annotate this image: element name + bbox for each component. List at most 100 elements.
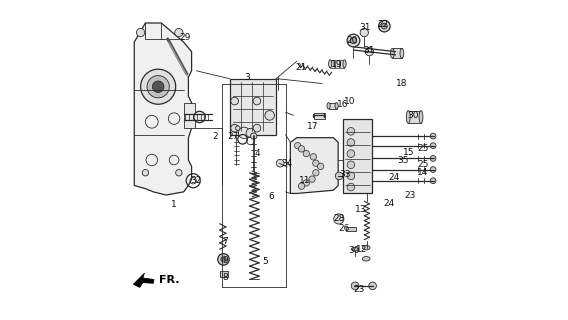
Text: 3: 3: [244, 73, 250, 82]
Circle shape: [265, 111, 274, 120]
Text: 30: 30: [348, 246, 360, 255]
Circle shape: [347, 172, 355, 180]
Bar: [330, 60, 334, 68]
Circle shape: [147, 76, 169, 98]
Ellipse shape: [343, 60, 346, 68]
Text: 31: 31: [364, 45, 375, 55]
Circle shape: [430, 133, 436, 139]
Ellipse shape: [406, 111, 410, 123]
Polygon shape: [134, 23, 191, 195]
Text: 34: 34: [282, 159, 293, 168]
Circle shape: [347, 139, 355, 146]
Text: 29: 29: [179, 33, 191, 42]
Circle shape: [236, 126, 240, 130]
Text: 19: 19: [331, 60, 343, 69]
Polygon shape: [290, 138, 338, 194]
Text: 2: 2: [212, 132, 218, 140]
Text: 30: 30: [407, 111, 419, 120]
Polygon shape: [133, 273, 154, 287]
Circle shape: [310, 154, 316, 160]
Text: 32: 32: [191, 176, 202, 185]
Circle shape: [318, 163, 324, 170]
Text: 25: 25: [417, 160, 428, 169]
Ellipse shape: [352, 247, 358, 251]
Circle shape: [347, 34, 360, 47]
Bar: [335, 60, 339, 68]
Bar: [230, 79, 276, 134]
Circle shape: [382, 23, 387, 29]
Bar: [408, 111, 421, 123]
Text: 1: 1: [171, 200, 177, 209]
Circle shape: [250, 133, 257, 139]
Bar: [392, 49, 402, 58]
Bar: [329, 103, 337, 109]
Circle shape: [303, 150, 310, 157]
Text: 23: 23: [353, 284, 365, 293]
Circle shape: [347, 127, 355, 135]
Text: 22: 22: [377, 20, 389, 29]
Circle shape: [231, 124, 239, 132]
Circle shape: [430, 143, 436, 148]
Text: 10: 10: [344, 97, 355, 106]
Circle shape: [152, 81, 164, 92]
Text: 9: 9: [222, 256, 228, 265]
Text: 18: 18: [396, 79, 408, 88]
Circle shape: [379, 20, 390, 32]
Circle shape: [309, 176, 315, 182]
Ellipse shape: [335, 103, 338, 109]
Circle shape: [142, 170, 149, 176]
Text: 15: 15: [403, 148, 414, 156]
Circle shape: [334, 214, 344, 224]
Circle shape: [369, 282, 377, 290]
Circle shape: [312, 170, 319, 176]
Circle shape: [298, 183, 304, 189]
Text: 4: 4: [254, 149, 260, 158]
Circle shape: [221, 257, 226, 262]
Text: 21: 21: [296, 63, 307, 72]
Circle shape: [430, 178, 436, 184]
Ellipse shape: [400, 49, 404, 58]
Text: FR.: FR.: [159, 275, 179, 285]
Circle shape: [253, 97, 261, 105]
Circle shape: [253, 124, 261, 132]
Text: 23: 23: [404, 190, 416, 200]
Text: 28: 28: [333, 214, 344, 223]
Text: 13: 13: [355, 205, 366, 214]
Circle shape: [141, 69, 176, 104]
Circle shape: [347, 183, 355, 191]
Circle shape: [430, 156, 436, 161]
Text: 14: 14: [417, 168, 428, 177]
Text: 31: 31: [359, 23, 370, 32]
Circle shape: [298, 146, 304, 152]
Text: 26: 26: [339, 224, 350, 233]
Circle shape: [365, 48, 374, 56]
Text: 8: 8: [222, 273, 228, 282]
Circle shape: [295, 142, 301, 149]
Circle shape: [430, 167, 436, 172]
Text: 20: 20: [347, 36, 358, 45]
Text: 27: 27: [227, 132, 239, 140]
Polygon shape: [183, 103, 195, 128]
Circle shape: [175, 28, 183, 37]
Circle shape: [176, 170, 182, 176]
Circle shape: [231, 97, 239, 105]
Text: 5: 5: [262, 258, 268, 267]
Bar: [343, 119, 371, 194]
Circle shape: [239, 127, 250, 139]
Bar: [314, 113, 325, 119]
Text: 6: 6: [269, 192, 274, 201]
Ellipse shape: [327, 103, 330, 109]
Circle shape: [335, 172, 343, 180]
Ellipse shape: [362, 245, 370, 250]
Circle shape: [246, 128, 255, 137]
Circle shape: [312, 160, 319, 166]
Bar: [340, 60, 344, 68]
Ellipse shape: [390, 49, 394, 58]
Text: 17: 17: [307, 122, 319, 131]
Bar: [220, 271, 228, 277]
Circle shape: [303, 180, 310, 186]
Circle shape: [351, 282, 359, 290]
Circle shape: [360, 28, 369, 37]
Circle shape: [347, 150, 355, 157]
Text: 35: 35: [398, 156, 409, 164]
